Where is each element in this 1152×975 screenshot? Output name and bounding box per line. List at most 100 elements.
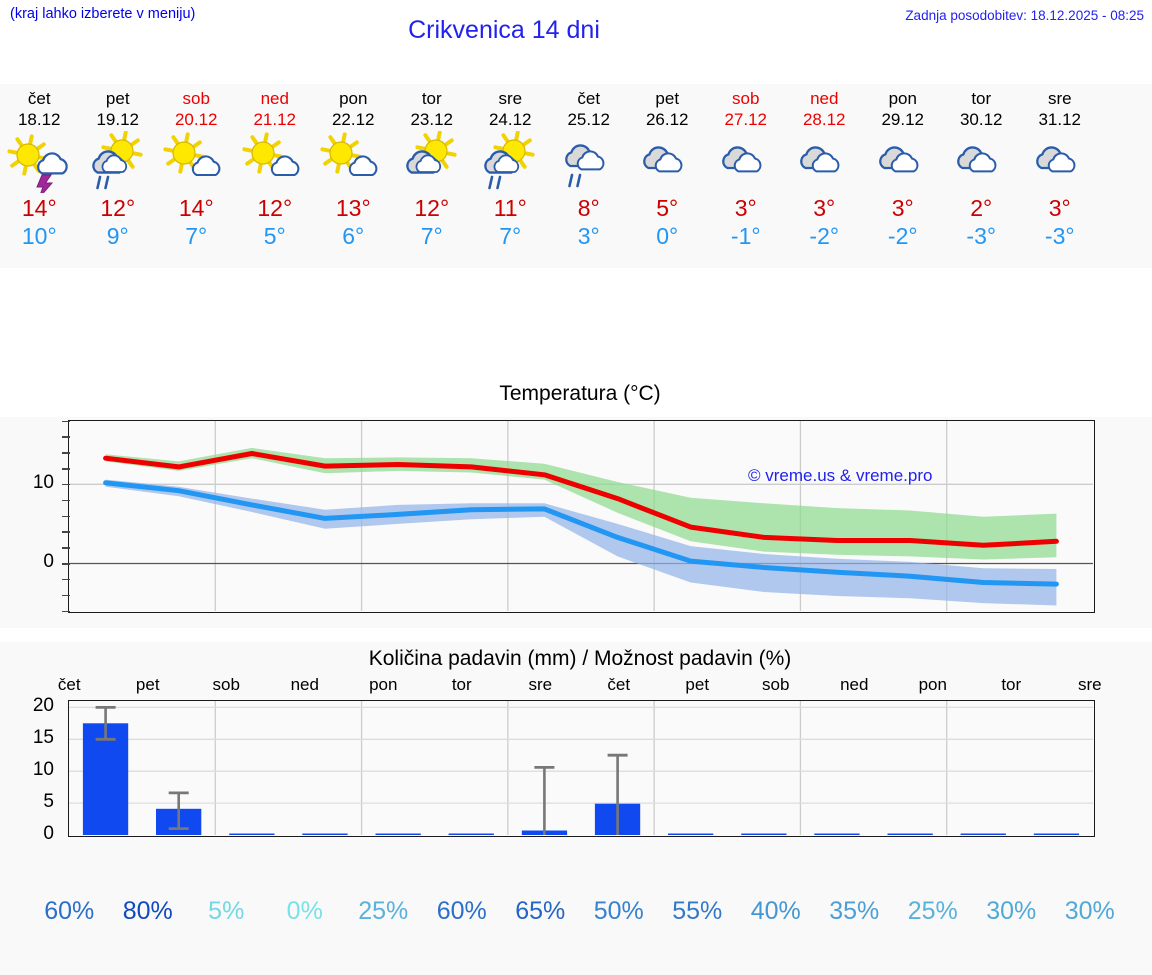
menu-hint-link[interactable]: (kraj lahko izberete v meniju) xyxy=(10,6,196,22)
temperature-y-tick xyxy=(62,531,70,533)
day-date-label: 28.12 xyxy=(802,110,846,129)
max-temperature-label: 2° xyxy=(970,195,993,221)
forecast-day-column[interactable]: pet 19.12 12° 9° xyxy=(79,84,158,268)
sun-small-cloud-icon xyxy=(316,131,390,193)
precipitation-probability-label: 30% xyxy=(986,897,1037,925)
temperature-plot-area xyxy=(68,420,1095,613)
temperature-y-tick xyxy=(62,563,70,565)
max-temperature-label: 3° xyxy=(1048,195,1071,221)
overcast-rain-icon xyxy=(552,131,626,193)
precipitation-day-label: pon xyxy=(918,675,947,694)
precipitation-probability-label: 40% xyxy=(750,897,801,925)
overcast-icon xyxy=(1023,131,1097,193)
min-temperature-label: 0° xyxy=(656,223,679,249)
precipitation-probability-label: 25% xyxy=(907,897,958,925)
min-temperature-label: 6° xyxy=(342,223,365,249)
temperature-ytick-0: 0 xyxy=(43,551,54,572)
day-date-label: 25.12 xyxy=(567,110,611,129)
day-of-week-label: tor xyxy=(971,89,992,108)
day-of-week-label: ned xyxy=(260,89,289,108)
overcast-icon xyxy=(709,131,783,193)
precipitation-plot-area xyxy=(68,700,1095,837)
forecast-day-column[interactable]: ned 28.12 3° -2° xyxy=(785,84,864,268)
forecast-day-column[interactable]: sob 27.12 3° -1° xyxy=(707,84,786,268)
temperature-y-tick xyxy=(62,499,70,502)
max-temperature-label: 12° xyxy=(257,195,293,221)
day-of-week-label: sob xyxy=(182,89,210,108)
min-temperature-label: 3° xyxy=(577,223,600,249)
forecast-day-column[interactable]: sob 20.12 14° 7° xyxy=(157,84,236,268)
day-date-label: 23.12 xyxy=(410,110,454,129)
forecast-day-column[interactable]: ned 21.12 12° 5° xyxy=(236,84,315,268)
precipitation-probability-label: 35% xyxy=(829,897,880,925)
forecast-day-column[interactable]: pon 22.12 13° 6° xyxy=(314,84,393,268)
day-of-week-label: pon xyxy=(888,89,917,108)
temperature-y-tick xyxy=(62,420,70,423)
forecast-day-column[interactable]: sre 24.12 11° 7° xyxy=(471,84,550,268)
day-of-week-label: pet xyxy=(105,89,130,108)
temperature-y-tick xyxy=(62,547,70,549)
precipitation-day-label: sob xyxy=(762,675,790,694)
max-temperature-label: 12° xyxy=(414,195,450,221)
max-temperature-label: 5° xyxy=(656,195,679,221)
min-temperature-label: -2° xyxy=(809,223,840,249)
max-temperature-label: 11° xyxy=(493,195,527,221)
max-temperature-label: 14° xyxy=(178,195,214,221)
day-date-label: 21.12 xyxy=(253,110,297,129)
day-of-week-label: ned xyxy=(810,89,839,108)
day-of-week-label: pon xyxy=(339,89,368,108)
max-temperature-label: 3° xyxy=(734,195,757,221)
precipitation-y-tick-label: 20 xyxy=(32,694,54,716)
precipitation-probability-label: 60% xyxy=(44,897,95,925)
precipitation-y-tick-label: 10 xyxy=(32,758,54,780)
overcast-icon xyxy=(787,131,861,193)
temperature-chart-title: Temperatura (°C) xyxy=(499,382,661,405)
last-updated-label: Zadnja posodobitev: 18.12.2025 - 08:25 xyxy=(905,8,1144,23)
min-temperature-label: 7° xyxy=(499,223,522,249)
forecast-day-column[interactable]: tor 23.12 12° 7° xyxy=(393,84,472,268)
forecast-day-column[interactable]: čet 25.12 8° 3° xyxy=(550,84,629,268)
forecast-day-column[interactable]: sre 31.12 3° -3° xyxy=(1021,84,1100,268)
precipitation-y-tick-label: 0 xyxy=(43,822,54,844)
min-temperature-label: -3° xyxy=(966,223,997,249)
day-of-week-label: sre xyxy=(498,89,523,108)
precipitation-day-labels: čet pet sob ned pon tor sre čet pet sob ned pon tor s… xyxy=(30,675,1130,695)
day-date-label: 31.12 xyxy=(1038,110,1082,129)
sun-small-cloud-icon xyxy=(159,131,233,193)
sun-behind-cloud-icon xyxy=(395,131,469,193)
page-title: Crikvenica 14 dni xyxy=(408,16,600,44)
precipitation-probability-label: 55% xyxy=(672,897,723,925)
precipitation-probability-label: 60% xyxy=(436,897,487,925)
precipitation-probability-label: 0% xyxy=(286,897,323,925)
precipitation-day-label: sre xyxy=(528,675,553,694)
forecast-day-column[interactable]: čet 18.12 14° 10° xyxy=(0,84,79,268)
forecast-day-column[interactable]: tor 30.12 2° -3° xyxy=(942,84,1021,268)
day-of-week-label: čet xyxy=(577,89,601,108)
precipitation-day-label: ned xyxy=(840,675,869,694)
temperature-y-tick xyxy=(62,436,70,438)
precipitation-chart-title: Količina padavin (mm) / Možnost padavin … xyxy=(368,647,792,670)
precipitation-day-label: ned xyxy=(290,675,319,694)
sun-thunderstorm-icon xyxy=(2,131,76,193)
daily-forecast-strip: čet 18.12 14° 10° pet 19.12 12° 9° sob 20.12 14… xyxy=(0,84,1152,268)
copyright-label: © vreme.us & vreme.pro xyxy=(748,466,933,485)
precipitation-y-tick-label: 15 xyxy=(32,726,54,748)
precipitation-probability-label: 5% xyxy=(208,897,245,925)
min-temperature-label: 9° xyxy=(106,223,129,249)
day-of-week-label: tor xyxy=(421,89,442,108)
forecast-day-column[interactable]: pon 29.12 3° -2° xyxy=(864,84,943,268)
overcast-icon xyxy=(866,131,940,193)
forecast-day-column[interactable]: pet 26.12 5° 0° xyxy=(628,84,707,268)
max-temperature-label: 3° xyxy=(813,195,836,221)
precipitation-probability-label: 50% xyxy=(593,897,644,925)
max-temperature-label: 12° xyxy=(100,195,136,221)
day-of-week-label: sob xyxy=(732,89,760,108)
temperature-y-tick xyxy=(62,468,70,470)
day-date-label: 22.12 xyxy=(331,110,375,129)
temperature-y-tick xyxy=(62,578,70,581)
temperature-y-tick xyxy=(62,515,70,518)
day-date-label: 19.12 xyxy=(96,110,140,129)
min-temperature-label: -3° xyxy=(1044,223,1075,249)
min-temperature-label: -1° xyxy=(730,223,761,249)
